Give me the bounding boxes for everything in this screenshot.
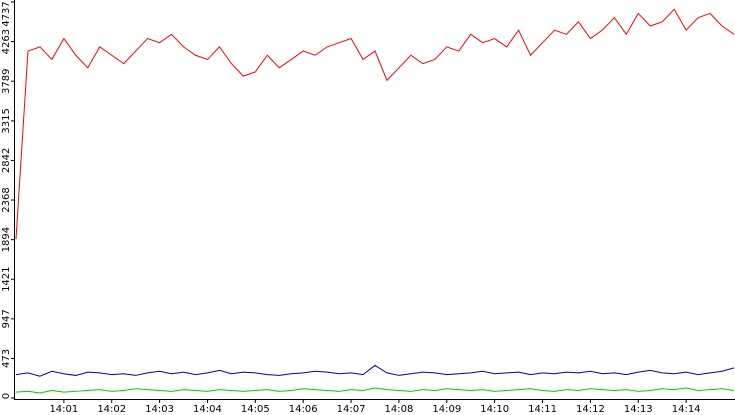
y-tick-label: 4263 <box>1 29 12 54</box>
x-tick-label: 14:01 <box>49 404 78 415</box>
x-tick-label: 14:14 <box>672 404 701 415</box>
x-tick-label: 14:13 <box>624 404 653 415</box>
x-tick-label: 14:05 <box>241 404 270 415</box>
y-tick-label: 3789 <box>1 69 12 94</box>
x-tick-label: 14:06 <box>289 404 318 415</box>
y-tick-label: 2842 <box>1 148 12 173</box>
series-line <box>15 8 735 240</box>
x-tick-label: 14:12 <box>576 404 605 415</box>
y-tick-label: 1421 <box>1 266 12 291</box>
x-tick-label: 14:03 <box>145 404 174 415</box>
series-line <box>15 387 735 394</box>
y-tick-label: 2368 <box>1 187 12 212</box>
x-tick-label: 14:08 <box>385 404 414 415</box>
x-tick-label: 14:09 <box>432 404 461 415</box>
y-tick-label: 1894 <box>1 227 12 252</box>
x-tick-label: 14:11 <box>528 404 557 415</box>
y-tick-label: 3315 <box>1 108 12 133</box>
y-tick-label: 473 <box>1 349 12 368</box>
x-tick-label: 14:07 <box>337 404 366 415</box>
x-tick-label: 14:02 <box>97 404 126 415</box>
x-tick-label: 14:04 <box>193 404 222 415</box>
x-tick-label: 14:10 <box>480 404 509 415</box>
y-tick-label: 4737 <box>1 1 12 26</box>
y-tick-label: 947 <box>1 309 12 328</box>
y-tick-label: 0 <box>1 393 12 399</box>
series-line <box>15 364 735 377</box>
